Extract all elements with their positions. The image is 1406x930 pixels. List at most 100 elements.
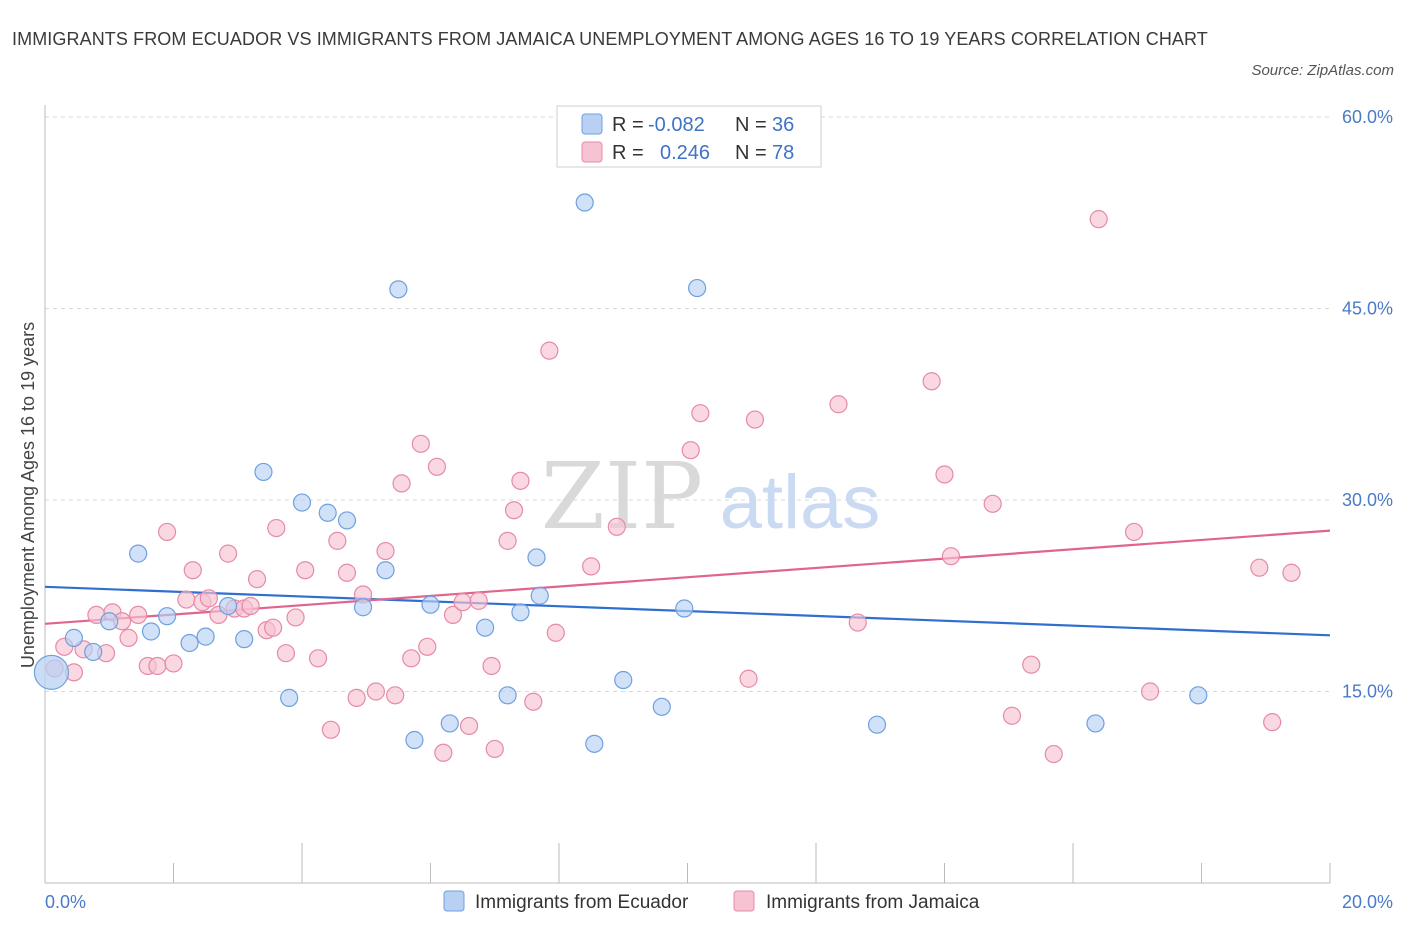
- point-jamaica-11: [148, 656, 167, 676]
- point-jamaica-68: [983, 494, 1002, 513]
- legend-ecuador-n-value: 36: [772, 114, 794, 136]
- legend-jamaica-n-value: 78: [772, 142, 794, 164]
- watermark: ZIP atlas: [541, 443, 880, 550]
- point-ecuador-0: [33, 654, 70, 690]
- legend-ecuador-n-label: N =: [735, 114, 767, 136]
- correlation-legend: R = -0.082 N = 36 R = 0.246 N = 78: [556, 105, 822, 168]
- bottom-legend-ecuador: Immigrants from Ecuador: [475, 892, 689, 913]
- point-jamaica-25: [263, 618, 283, 637]
- point-jamaica-26: [267, 518, 286, 538]
- point-ecuador-30: [652, 697, 671, 716]
- point-ecuador-20: [421, 595, 440, 614]
- point-ecuador-26: [530, 586, 549, 605]
- y-tick-label-30: 30.0%: [1342, 490, 1393, 510]
- bottom-legend-jamaica: Immigrants from Jamaica: [766, 892, 980, 913]
- axes: [44, 105, 1331, 884]
- point-jamaica-66: [935, 465, 954, 484]
- point-jamaica-45: [443, 605, 463, 625]
- point-ecuador-28: [585, 734, 604, 753]
- point-jamaica-13: [164, 654, 183, 673]
- watermark-atlas: atlas: [720, 460, 881, 545]
- point-jamaica-42: [418, 637, 437, 656]
- point-jamaica-22: [241, 596, 260, 616]
- point-ecuador-22: [476, 618, 495, 637]
- chart-title: IMMIGRANTS FROM ECUADOR VS IMMIGRANTS FR…: [12, 29, 1208, 49]
- point-ecuador-19: [405, 730, 424, 750]
- point-ecuador-13: [292, 493, 312, 512]
- point-jamaica-57: [582, 557, 601, 576]
- point-jamaica-46: [453, 593, 472, 612]
- point-jamaica-17: [199, 589, 218, 608]
- point-jamaica-76: [1263, 713, 1282, 732]
- point-jamaica-71: [1044, 744, 1063, 764]
- point-ecuador-6: [157, 607, 177, 626]
- point-ecuador-10: [235, 630, 254, 649]
- point-jamaica-29: [296, 561, 315, 580]
- point-ecuador-2: [84, 642, 103, 662]
- point-jamaica-73: [1124, 522, 1144, 542]
- legend-jamaica-r-label: R =: [612, 142, 644, 164]
- point-jamaica-14: [177, 590, 196, 609]
- point-jamaica-59: [681, 441, 700, 460]
- series-ecuador-points: [33, 193, 1208, 753]
- point-jamaica-72: [1089, 210, 1108, 229]
- point-ecuador-35: [1189, 686, 1208, 705]
- point-jamaica-49: [482, 656, 501, 676]
- point-jamaica-39: [392, 474, 411, 493]
- series-jamaica-points: [45, 210, 1301, 764]
- y-tick-label-15: 15.0%: [1342, 682, 1393, 702]
- point-ecuador-12: [280, 688, 299, 707]
- point-jamaica-70: [1022, 655, 1041, 674]
- point-ecuador-17: [376, 561, 395, 580]
- point-jamaica-28: [286, 608, 305, 627]
- point-jamaica-44: [434, 743, 453, 762]
- point-jamaica-56: [546, 623, 565, 642]
- point-ecuador-29: [614, 670, 633, 690]
- source-credit: Source: ZipAtlas.com: [1251, 62, 1394, 79]
- point-jamaica-32: [328, 531, 347, 550]
- point-ecuador-11: [254, 462, 273, 482]
- x-tick-label-min: 0.0%: [45, 892, 86, 912]
- point-jamaica-60: [691, 404, 710, 423]
- point-ecuador-14: [318, 503, 337, 522]
- point-jamaica-27: [276, 644, 296, 663]
- series-legend: Immigrants from Ecuador Immigrants from …: [443, 890, 980, 913]
- point-ecuador-21: [440, 714, 459, 733]
- bottom-legend-swatch-ecuador: [443, 890, 465, 912]
- point-jamaica-54: [524, 692, 543, 711]
- point-jamaica-37: [376, 541, 395, 561]
- point-jamaica-48: [469, 591, 488, 610]
- point-jamaica-69: [1002, 706, 1022, 725]
- point-jamaica-61: [739, 669, 758, 688]
- point-jamaica-58: [607, 517, 626, 536]
- point-ecuador-27: [575, 193, 594, 212]
- point-ecuador-33: [867, 715, 887, 734]
- point-jamaica-63: [829, 395, 848, 414]
- bottom-legend-swatch-jamaica: [733, 890, 755, 912]
- point-jamaica-9: [129, 605, 148, 625]
- point-jamaica-12: [157, 522, 177, 542]
- point-jamaica-23: [247, 570, 267, 589]
- point-ecuador-9: [219, 596, 238, 616]
- legend-swatch-jamaica: [581, 141, 603, 163]
- point-jamaica-41: [411, 434, 430, 453]
- legend-ecuador-r-value: -0.082: [648, 114, 705, 136]
- point-jamaica-31: [321, 720, 341, 739]
- point-ecuador-7: [180, 633, 199, 653]
- point-jamaica-77: [1282, 563, 1301, 582]
- point-jamaica-8: [119, 628, 138, 647]
- point-jamaica-64: [848, 613, 867, 632]
- point-jamaica-53: [511, 471, 530, 490]
- point-jamaica-34: [347, 688, 366, 707]
- point-jamaica-75: [1250, 558, 1269, 577]
- point-jamaica-38: [386, 686, 405, 705]
- point-jamaica-40: [402, 649, 421, 668]
- legend-jamaica-r-value: 0.246: [660, 142, 710, 164]
- point-ecuador-32: [688, 278, 707, 298]
- point-jamaica-47: [459, 716, 479, 736]
- point-jamaica-52: [504, 501, 524, 520]
- point-ecuador-24: [511, 603, 530, 622]
- point-jamaica-74: [1140, 682, 1160, 701]
- point-jamaica-51: [498, 531, 517, 550]
